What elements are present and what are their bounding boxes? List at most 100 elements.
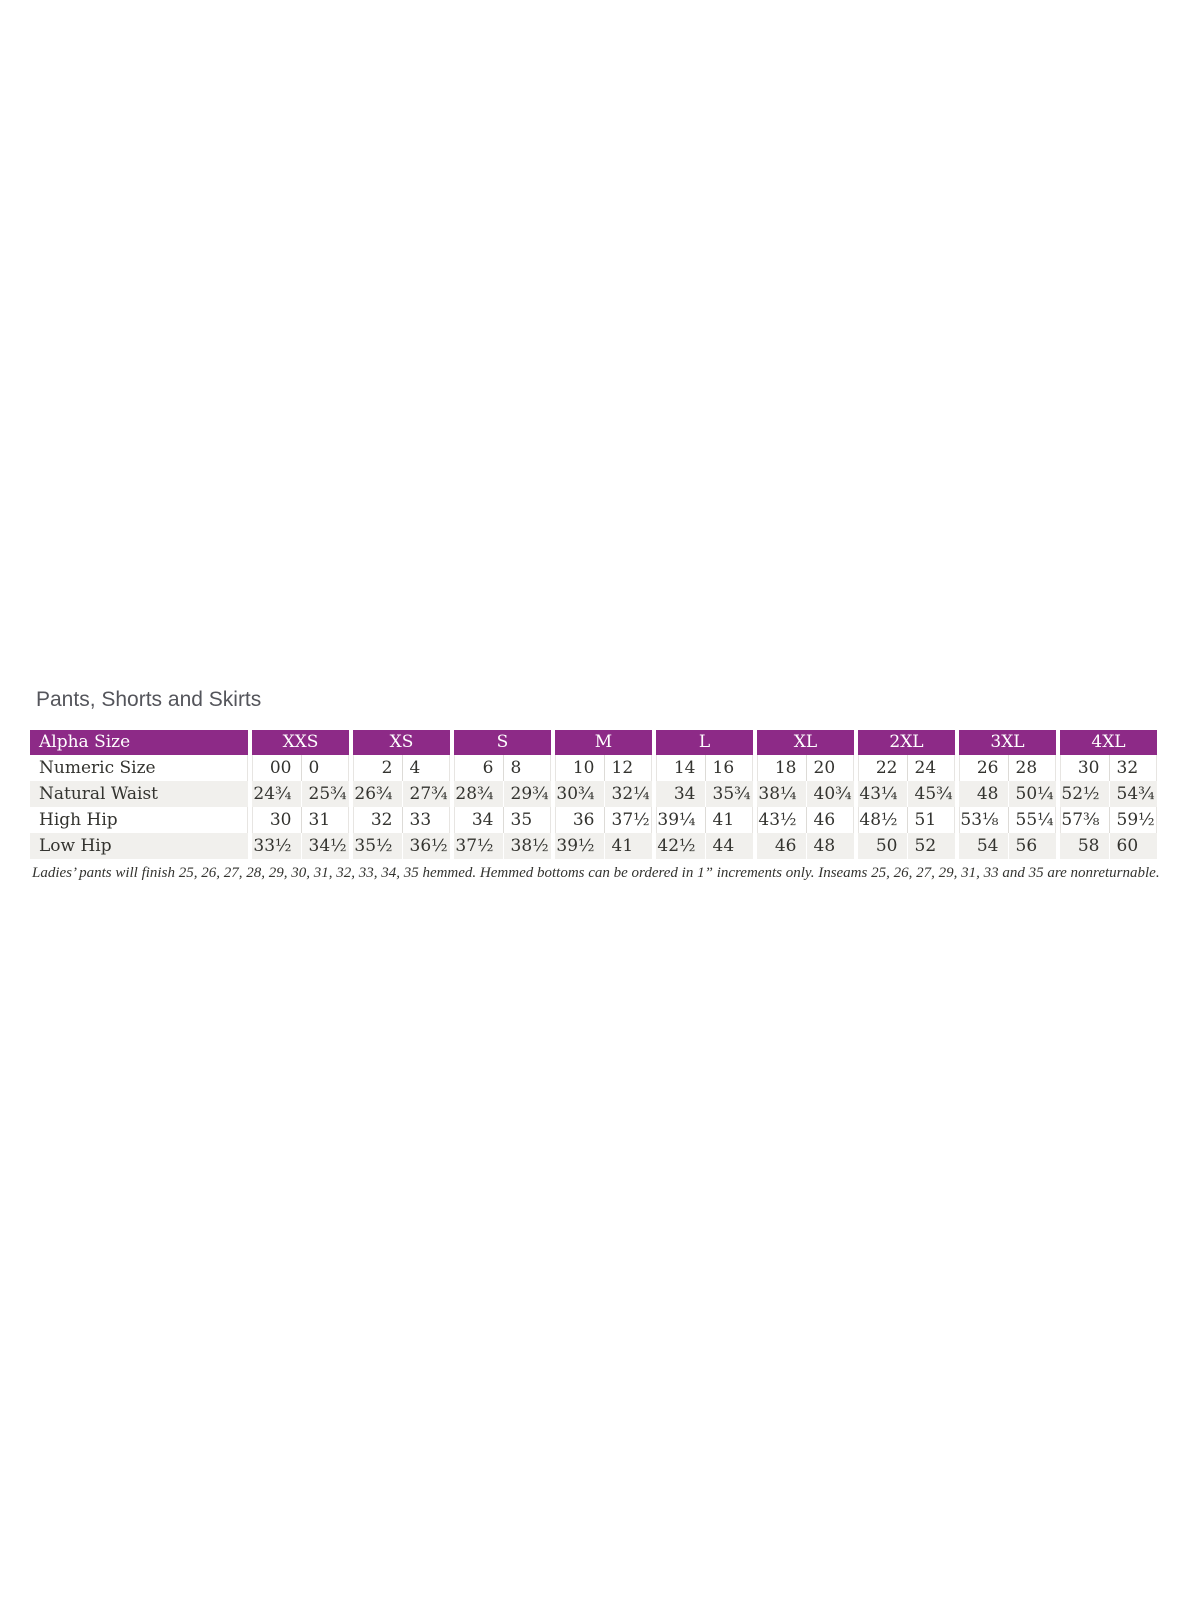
size-cell: 41 (704, 807, 753, 833)
size-chart-section: Pants, Shorts and Skirts Alpha Size XXS … (30, 687, 1160, 883)
size-cell: 52 (906, 833, 956, 859)
size-cell: 28¾ (455, 784, 494, 804)
size-group: 57⅜ 59½ (1060, 807, 1157, 833)
table-footnote: Ladies’ pants will finish 25, 26, 27, 28… (32, 865, 1160, 881)
size-group: 43½ 46 (757, 807, 854, 833)
size-group: 39½ 41 (555, 833, 652, 859)
size-cell: 30¾ (556, 784, 595, 804)
size-group: 30¾ 32¼ (555, 781, 652, 807)
size-group: 34 35¾ (656, 781, 753, 807)
row-high-hip: High Hip 30 31 32 33 34 35 36 37½ 39¼ 41 (30, 807, 1157, 833)
size-group: 10 12 (555, 755, 652, 781)
header-group-xs: XS (353, 730, 450, 755)
size-cell: 22 (875, 758, 898, 778)
size-group: 36 37½ (555, 807, 652, 833)
size-group: 2 4 (353, 755, 450, 781)
row-label: Low Hip (30, 833, 248, 859)
table-header-row: Alpha Size XXS XS S M L XL 2XL 3XL 4XL (30, 730, 1157, 755)
size-cell: 39½ (556, 836, 595, 856)
size-cell: 18 (774, 758, 797, 778)
size-cell: 34 (471, 810, 494, 830)
header-group-xl: XL (757, 730, 854, 755)
row-low-hip: Low Hip 33½ 34½ 35½ 36½ 37½ 38½ 39½ 41 4… (30, 833, 1157, 859)
header-group-xxs: XXS (252, 730, 349, 755)
size-cell: 46 (805, 807, 854, 833)
size-cell: 26¾ (354, 784, 393, 804)
header-group-s: S (454, 730, 551, 755)
size-cell: 56 (1007, 833, 1057, 859)
size-cell: 55¼ (1007, 807, 1056, 833)
size-cell: 50¼ (1007, 781, 1057, 807)
size-cell: 4 (401, 755, 450, 781)
header-group-m: M (555, 730, 652, 755)
size-group: 39¼ 41 (656, 807, 753, 833)
row-label: Numeric Size (30, 755, 248, 781)
size-cell: 10 (572, 758, 595, 778)
header-group-4xl: 4XL (1060, 730, 1157, 755)
size-cell: 52½ (1061, 784, 1100, 804)
size-cell: 35¾ (704, 781, 754, 807)
size-cell: 38½ (502, 833, 552, 859)
size-cell: 39¼ (657, 810, 696, 830)
size-group: 28¾ 29¾ (454, 781, 551, 807)
size-group: 26¾ 27¾ (353, 781, 450, 807)
header-group-2xl: 2XL (858, 730, 955, 755)
size-group: 18 20 (757, 755, 854, 781)
row-label: High Hip (30, 807, 248, 833)
size-cell: 37½ (603, 807, 652, 833)
size-group: 34 35 (454, 807, 551, 833)
size-cell: 0 (300, 755, 349, 781)
size-cell: 36 (572, 810, 595, 830)
size-group: 58 60 (1060, 833, 1157, 859)
size-cell: 48 (976, 784, 999, 804)
size-group: 50 52 (858, 833, 955, 859)
row-numeric-size: Numeric Size 00 0 2 4 6 8 10 12 14 16 (30, 755, 1157, 781)
size-cell: 58 (1077, 836, 1100, 856)
size-group: 22 24 (858, 755, 955, 781)
size-cell: 42½ (657, 836, 696, 856)
size-group: 6 8 (454, 755, 551, 781)
size-group: 26 28 (959, 755, 1056, 781)
size-group: 35½ 36½ (353, 833, 450, 859)
size-cell: 59½ (1108, 807, 1157, 833)
size-cell: 30 (1077, 758, 1100, 778)
size-group: 48½ 51 (858, 807, 955, 833)
size-cell: 53⅛ (960, 810, 999, 830)
row-label: Natural Waist (30, 781, 248, 807)
size-cell: 54¾ (1108, 781, 1158, 807)
size-cell: 31 (300, 807, 349, 833)
size-cell: 6 (482, 758, 494, 778)
size-cell: 34 (673, 784, 696, 804)
size-group: 32 33 (353, 807, 450, 833)
size-group: 37½ 38½ (454, 833, 551, 859)
size-cell: 32 (370, 810, 393, 830)
size-group: 42½ 44 (656, 833, 753, 859)
size-cell: 24 (906, 755, 955, 781)
size-cell: 34½ (300, 833, 350, 859)
size-cell: 32 (1108, 755, 1157, 781)
size-cell: 43½ (758, 810, 797, 830)
size-cell: 20 (805, 755, 854, 781)
size-cell: 28 (1007, 755, 1056, 781)
size-cell: 37½ (455, 836, 494, 856)
size-cell: 51 (906, 807, 955, 833)
size-cell: 8 (502, 755, 551, 781)
header-alpha-size: Alpha Size (30, 730, 248, 755)
header-group-3xl: 3XL (959, 730, 1056, 755)
size-cell: 44 (704, 833, 754, 859)
size-cell: 48½ (859, 810, 898, 830)
size-group: 43¼ 45¾ (858, 781, 955, 807)
size-cell: 00 (269, 758, 292, 778)
size-cell: 26 (976, 758, 999, 778)
size-cell: 32¼ (603, 781, 653, 807)
size-group: 48 50¼ (959, 781, 1056, 807)
size-group: 00 0 (252, 755, 349, 781)
size-cell: 45¾ (906, 781, 956, 807)
row-natural-waist: Natural Waist 24¾ 25¾ 26¾ 27¾ 28¾ 29¾ 30… (30, 781, 1157, 807)
size-cell: 46 (774, 836, 797, 856)
size-cell: 12 (603, 755, 652, 781)
size-group: 24¾ 25¾ (252, 781, 349, 807)
size-cell: 33½ (253, 836, 292, 856)
size-group: 38¼ 40¾ (757, 781, 854, 807)
size-cell: 2 (381, 758, 393, 778)
